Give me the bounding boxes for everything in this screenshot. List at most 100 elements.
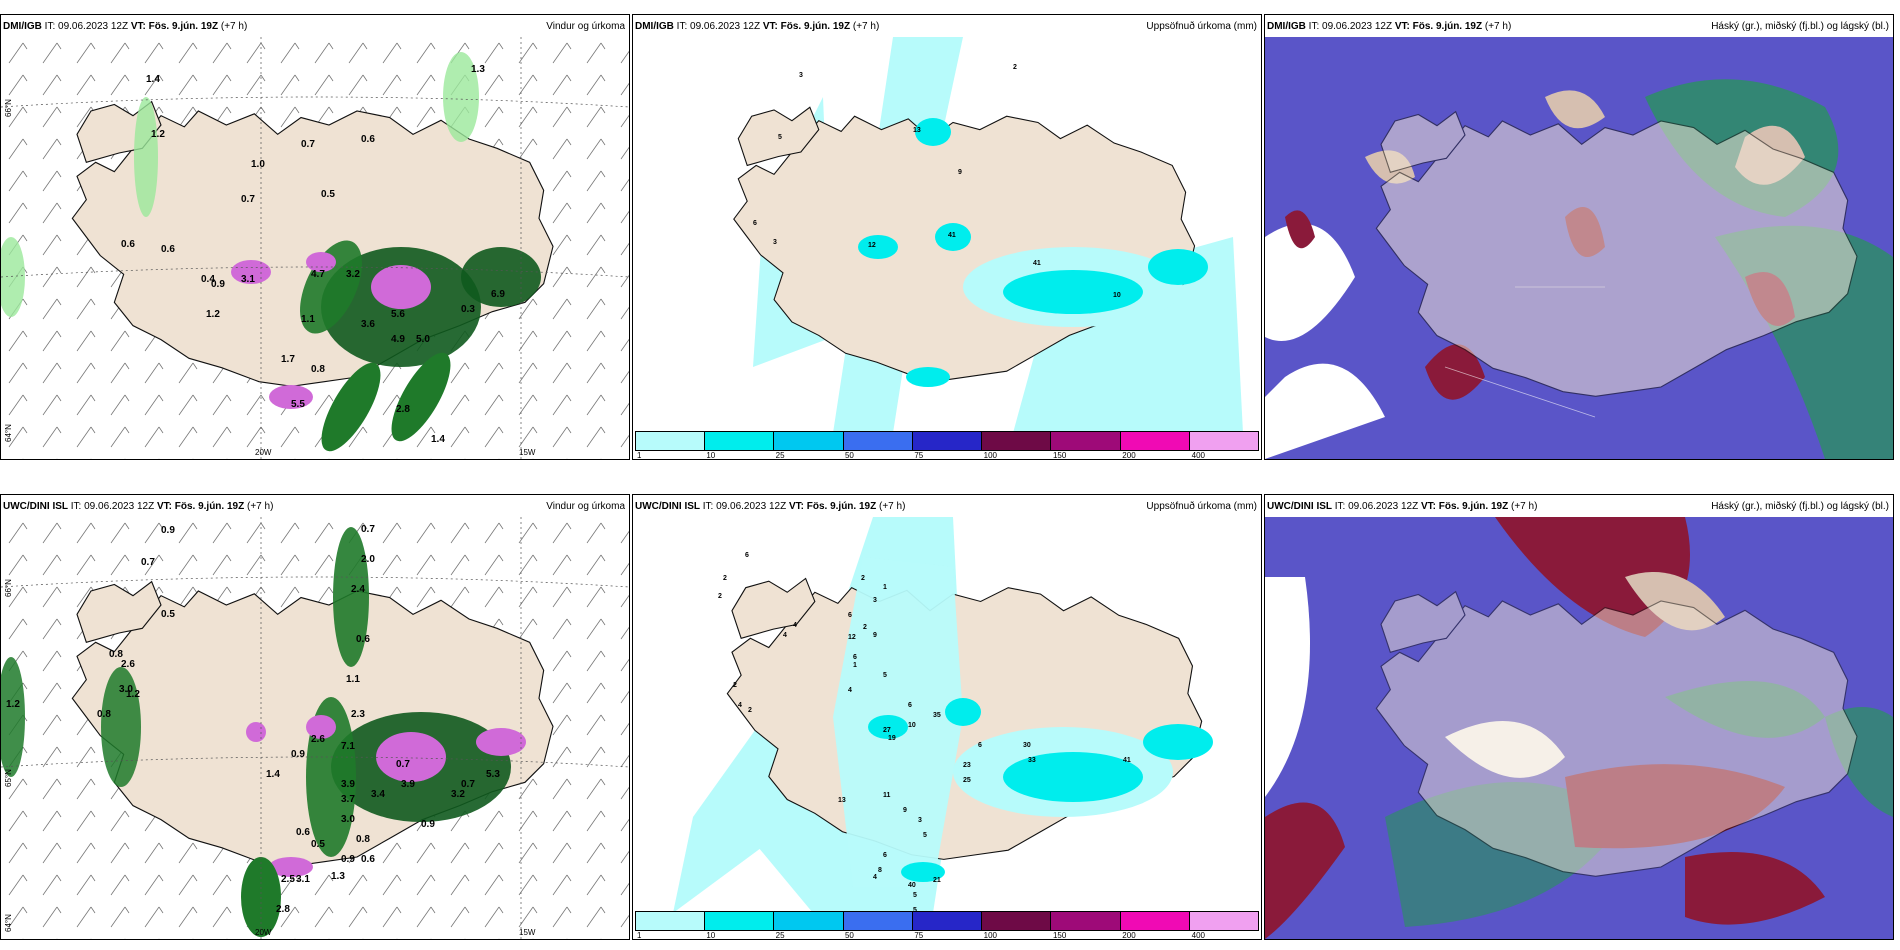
value-label: 5.0 (416, 334, 430, 345)
colorbar-segment (982, 912, 1052, 930)
value-label: 0.6 (121, 239, 135, 250)
panel-header: DMI/IGB IT: 09.06.2023 12Z VT: Fös. 9.jú… (1265, 15, 1893, 37)
value-label: 3 (918, 817, 922, 824)
value-label: 2.8 (396, 404, 410, 415)
value-label: 35 (933, 712, 941, 719)
value-label: 6 (753, 220, 757, 227)
value-label: 12 (868, 242, 876, 249)
value-label: 2 (863, 624, 867, 631)
map-svg: 66°N 64°N 20W 15W 1.3 1.4 1.2 1.0 0.7 0.6 0.7 0… (1, 37, 629, 459)
panel-accum-precip-uwc: UWC/DINI ISL IT: 09.06.2023 12Z VT: Fös.… (632, 494, 1262, 940)
colorbar-segment (1189, 912, 1258, 930)
map-svg (1265, 517, 1893, 939)
colorbar-segment (1189, 432, 1258, 450)
panel-header: DMI/IGB IT: 09.06.2023 12Z VT: Fös. 9.jú… (1, 15, 629, 37)
value-label: 5 (883, 672, 887, 679)
colorbar (635, 911, 1259, 931)
panel-title: Háský (gr.), miðský (fj.bl.) og lágský (… (1711, 501, 1889, 512)
value-label: 6 (978, 742, 982, 749)
value-label: 12 (848, 634, 856, 641)
colorbar-tick: 10 (706, 451, 716, 460)
value-label: 40 (908, 882, 916, 889)
value-label: 1.1 (346, 674, 360, 685)
value-label: 0.9 (341, 854, 355, 865)
precipitation-areas (1, 527, 526, 937)
value-label: 1.4 (266, 769, 280, 780)
panel-header: UWC/DINI ISL IT: 09.06.2023 12Z VT: Fös.… (1265, 495, 1893, 517)
value-label: 1.2 (126, 689, 140, 700)
value-label: 3 (873, 597, 877, 604)
panel-clouds-uwc: UWC/DINI ISL IT: 09.06.2023 12Z VT: Fös.… (1264, 494, 1894, 940)
value-label: 4 (738, 702, 742, 709)
value-label: 2.6 (121, 659, 135, 670)
value-label: 6 (908, 702, 912, 709)
value-label: 0.5 (161, 609, 175, 620)
value-label: 0.6 (361, 854, 375, 865)
colorbar-tick: 25 (775, 931, 785, 940)
value-label: 4.7 (311, 269, 325, 280)
colorbar-segment (636, 432, 706, 450)
vt-value: Fös. 9.jún. 19Z (174, 501, 245, 512)
lon-15w-label: 15W (519, 448, 536, 457)
lead-time: (+7 h) (220, 21, 248, 32)
value-label: 0.7 (241, 194, 255, 205)
value-label: 6.9 (491, 289, 505, 300)
value-label: 0.3 (461, 304, 475, 315)
colorbar-tick: 1 (637, 931, 642, 940)
value-label: 5.6 (391, 309, 405, 320)
colorbar-segment (1051, 912, 1121, 930)
lon-20w-label: 20W (255, 928, 272, 937)
value-label: 3.2 (451, 789, 465, 800)
map-svg: 66°N 65°N 64°N 20W 15W 0.9 0.7 0.7 2.0 2.4 0.… (1, 517, 629, 939)
map-clouds (1265, 517, 1893, 939)
colorbar-tick: 50 (844, 931, 854, 940)
value-label: 1.2 (151, 129, 165, 140)
value-label: 3.2 (346, 269, 360, 280)
value-label: 0.7 (301, 139, 315, 150)
value-label: 4 (783, 632, 787, 639)
map-svg (1265, 37, 1893, 459)
value-label: 1.2 (206, 309, 220, 320)
value-label: 2.4 (351, 584, 365, 595)
colorbar-tick: 75 (914, 451, 924, 460)
value-label: 1 (853, 662, 857, 669)
lat-65-label: 65°N (4, 769, 13, 787)
value-label: 4.9 (391, 334, 405, 345)
vt-value: Fös. 9.jún. 19Z (780, 21, 851, 32)
value-label: 23 (963, 762, 971, 769)
vt-label: VT: (788, 501, 804, 512)
value-label: 9 (903, 807, 907, 814)
vt-label: VT: (762, 21, 778, 32)
map-accum-precip: 6 2 2 2 1 3 12 6 9 2 4 4 6 1 4 2 5 4 2 6 10 35 27 19 6 30 33 41 23 25… (633, 517, 1261, 913)
lon-20w-label: 20W (255, 448, 272, 457)
value-label: 1.7 (281, 354, 295, 365)
panel-accum-precip-dmi: DMI/IGB IT: 09.06.2023 12Z VT: Fös. 9.jú… (632, 14, 1262, 460)
value-label: 13 (838, 797, 846, 804)
lat-66-label: 66°N (4, 579, 13, 597)
colorbar-tick: 400 (1191, 931, 1205, 940)
it-label: IT: (1308, 21, 1320, 32)
colorbar-tick: 100 (983, 931, 997, 940)
value-label: 0.8 (356, 834, 370, 845)
colorbar-segment (912, 432, 983, 450)
colorbar-segment (1051, 432, 1121, 450)
colorbar-ticks: 1 10 25 50 75 100 150 200 400 (635, 451, 1259, 459)
lat-66-label: 66°N (4, 99, 13, 117)
value-label: 25 (963, 777, 971, 784)
accum-value-labels: 3 2 5 13 9 6 3 12 41 41 10 (753, 64, 1121, 299)
graticule (1, 517, 629, 939)
value-label: 0.9 (161, 525, 175, 536)
value-label: 0.4 (201, 274, 215, 285)
value-label: 0.6 (296, 827, 310, 838)
value-label: 0.7 (461, 779, 475, 790)
value-label: 2 (748, 707, 752, 714)
value-label: 2.5 (281, 874, 295, 885)
value-label: 3.1 (296, 874, 310, 885)
value-label: 5 (913, 892, 917, 899)
lead-time: (+7 h) (1484, 21, 1512, 32)
value-label: 0.9 (291, 749, 305, 760)
graticule (1, 37, 629, 459)
lead-time: (+7 h) (1511, 501, 1538, 512)
value-label: 1 (883, 584, 887, 591)
